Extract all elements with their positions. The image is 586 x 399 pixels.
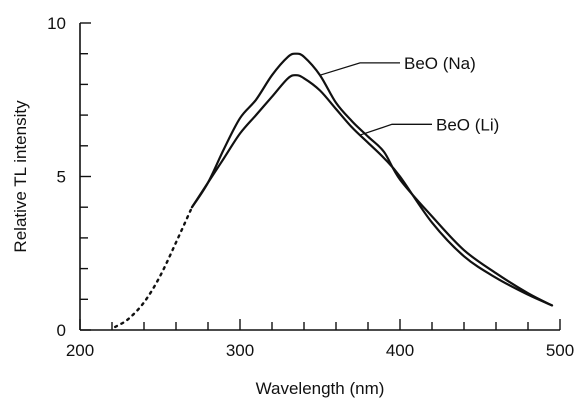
extrapolated-dotted-line [114, 206, 194, 329]
curves [114, 52, 554, 329]
x-tick-label: 400 [386, 341, 414, 360]
x-tick-label: 300 [226, 341, 254, 360]
annotation-label-beo-li: BeO (Li) [436, 115, 499, 134]
y-axis-title: Relative TL intensity [11, 100, 30, 253]
annotations: BeO (Na) BeO (Li) [319, 54, 499, 136]
ticks [79, 22, 561, 331]
x-tick-label: 200 [66, 341, 94, 360]
y-tick-label: 5 [57, 168, 66, 187]
y-tick-label: 10 [47, 14, 66, 33]
x-tick-label: 500 [546, 341, 574, 360]
y-tick-label: 0 [57, 321, 66, 340]
series-line-beo-na [190, 52, 554, 307]
leader-line-beo-li [359, 123, 432, 136]
leader-line-beo-na [319, 62, 400, 76]
x-axis-title: Wavelength (nm) [256, 379, 385, 398]
tick-labels: 200 300 400 500 0 5 10 [47, 14, 574, 360]
annotation-label-beo-na: BeO (Na) [404, 54, 476, 73]
series-line-beo-li [190, 74, 554, 307]
axes [79, 23, 560, 331]
